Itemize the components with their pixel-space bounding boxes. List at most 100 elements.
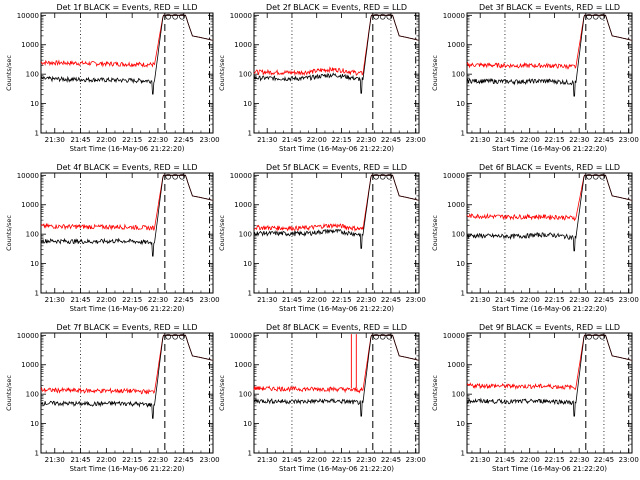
x-tick-label: 22:00 (96, 456, 116, 464)
x-tick-label: 23:00 (406, 136, 426, 144)
x-tick-label: 22:45 (174, 296, 194, 304)
saturation-marker (165, 333, 172, 340)
y-tick-label: 1 (461, 130, 465, 138)
y-tick-label: 1000 (21, 41, 39, 49)
x-tick-label: 22:45 (594, 136, 614, 144)
x-tick-label: 22:45 (381, 296, 401, 304)
events-series-line (466, 14, 632, 97)
y-tick-label: 10 (456, 100, 465, 108)
saturation-marker (373, 173, 379, 180)
y-tick-label: 10 (30, 420, 39, 428)
panel-det-1f: Det 1f BLACK = Events, RED = LLD 1 10 100 10… (5, 3, 220, 153)
lld-series-line (40, 334, 213, 395)
x-tick-label: 22:15 (331, 456, 351, 464)
x-tick-label: 23:00 (199, 296, 219, 304)
x-tick-label: 22:00 (520, 296, 540, 304)
events-series-line (466, 174, 632, 252)
events-series-line (40, 14, 213, 95)
axes-frame (466, 172, 633, 294)
x-tick-label: 22:30 (148, 296, 168, 304)
axes-frame (253, 12, 420, 134)
x-tick-label: 22:15 (331, 296, 351, 304)
y-axis-label: Counts/sec (431, 55, 439, 91)
x-axis-label: Start Time (16-May-06 21:22:20) (492, 305, 607, 313)
saturation-marker (599, 333, 606, 340)
panel-title: Det 9f BLACK = Events, RED = LLD (479, 323, 620, 332)
saturation-marker (179, 173, 185, 180)
saturation-marker (165, 173, 172, 180)
x-tick-label: 21:30 (470, 296, 490, 304)
axes-frame (253, 332, 420, 454)
y-tick-label: 1 (461, 450, 465, 458)
saturation-marker (179, 13, 185, 20)
lld-series-line (40, 14, 213, 68)
x-tick-label: 22:45 (594, 456, 614, 464)
axes-frame (466, 12, 633, 134)
panel-title: Det 7f BLACK = Events, RED = LLD (56, 323, 197, 332)
x-tick-label: 22:00 (307, 296, 327, 304)
y-tick-label: 100 (239, 391, 252, 399)
saturation-marker (586, 13, 592, 20)
x-axis-label: Start Time (16-May-06 21:22:20) (279, 145, 394, 153)
y-tick-label: 1000 (447, 41, 465, 49)
x-tick-label: 21:45 (282, 456, 302, 464)
panel-det-3f: Det 3f BLACK = Events, RED = LLD 1 10 100 10… (431, 3, 639, 153)
x-tick-label: 22:45 (381, 456, 401, 464)
lld-series-line (40, 174, 213, 231)
lld-series-line (253, 14, 419, 76)
y-tick-label: 100 (239, 71, 252, 79)
y-axis-label: Counts/sec (218, 55, 226, 91)
saturation-marker (599, 173, 606, 180)
x-tick-label: 22:30 (356, 456, 376, 464)
saturation-marker (373, 13, 379, 20)
x-axis-label: Start Time (16-May-06 21:22:20) (492, 465, 607, 473)
panel-title: Det 3f BLACK = Events, RED = LLD (479, 3, 620, 12)
x-tick-label: 21:30 (257, 296, 277, 304)
saturation-marker (165, 13, 172, 20)
saturation-marker (179, 333, 185, 340)
saturation-marker (172, 333, 179, 340)
x-tick-label: 21:30 (470, 136, 490, 144)
x-axis-label: Start Time (16-May-06 21:22:20) (69, 305, 184, 313)
events-series-line (40, 334, 213, 419)
panel-det-5f: Det 5f BLACK = Events, RED = LLD 1 10 100 10… (218, 163, 426, 313)
panel-title: Det 5f BLACK = Events, RED = LLD (266, 163, 407, 172)
y-tick-label: 1 (248, 130, 252, 138)
panel-det-2f: Det 2f BLACK = Events, RED = LLD 1 10 100 10… (218, 3, 426, 153)
x-tick-label: 21:30 (45, 456, 65, 464)
x-tick-label: 21:45 (70, 296, 90, 304)
x-tick-label: 22:00 (96, 136, 116, 144)
x-tick-label: 22:45 (381, 136, 401, 144)
events-series-line (253, 14, 419, 94)
x-tick-label: 21:45 (495, 456, 515, 464)
y-tick-label: 1000 (447, 361, 465, 369)
x-tick-label: 22:00 (307, 136, 327, 144)
y-axis-label: Counts/sec (5, 215, 13, 251)
y-tick-label: 1000 (21, 201, 39, 209)
y-tick-label: 10 (30, 100, 39, 108)
x-axis-label: Start Time (16-May-06 21:22:20) (69, 465, 184, 473)
x-tick-label: 21:45 (282, 296, 302, 304)
y-axis-label: Counts/sec (218, 215, 226, 251)
saturation-marker (172, 173, 179, 180)
y-tick-label: 1000 (234, 361, 252, 369)
saturation-marker (172, 13, 179, 20)
saturation-marker (386, 333, 393, 340)
events-series-line (253, 334, 419, 417)
y-tick-label: 10000 (230, 12, 252, 20)
x-axis-label: Start Time (16-May-06 21:22:20) (279, 465, 394, 473)
y-tick-label: 10000 (17, 12, 39, 20)
x-tick-label: 22:15 (544, 456, 564, 464)
y-tick-label: 100 (452, 231, 465, 239)
y-axis-label: Counts/sec (5, 55, 13, 91)
x-tick-label: 22:30 (356, 136, 376, 144)
x-axis-label: Start Time (16-May-06 21:22:20) (279, 305, 394, 313)
y-tick-label: 1 (248, 450, 252, 458)
y-tick-label: 10000 (443, 12, 465, 20)
x-tick-label: 22:15 (122, 296, 142, 304)
y-tick-label: 100 (452, 71, 465, 79)
x-tick-label: 22:00 (520, 456, 540, 464)
x-tick-label: 21:45 (70, 136, 90, 144)
y-tick-label: 10000 (443, 332, 465, 340)
x-tick-label: 22:00 (307, 456, 327, 464)
